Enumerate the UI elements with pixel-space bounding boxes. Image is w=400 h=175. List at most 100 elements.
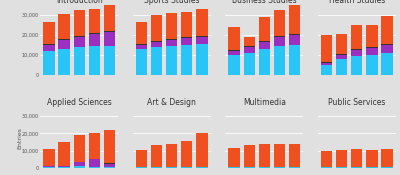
Bar xyxy=(166,40,177,46)
Bar xyxy=(228,148,240,167)
Bar xyxy=(289,144,300,167)
Bar xyxy=(104,167,115,168)
Bar xyxy=(181,38,192,45)
Bar xyxy=(244,167,255,168)
Bar xyxy=(244,46,255,47)
Bar xyxy=(89,133,100,159)
Bar xyxy=(136,22,147,44)
Bar xyxy=(289,167,300,168)
Bar xyxy=(58,167,70,168)
Bar xyxy=(321,63,332,65)
Title: Public Services: Public Services xyxy=(328,98,386,107)
Bar xyxy=(336,59,347,75)
Title: Business Studies: Business Studies xyxy=(232,0,296,5)
Title: Sports Studies: Sports Studies xyxy=(144,0,200,5)
Bar xyxy=(74,47,85,75)
Title: Applied Sciences: Applied Sciences xyxy=(47,98,112,107)
Bar xyxy=(381,53,393,75)
Bar xyxy=(151,167,162,168)
Bar xyxy=(196,36,208,37)
Bar xyxy=(321,36,332,62)
Bar xyxy=(136,44,147,45)
Bar xyxy=(58,14,70,39)
Bar xyxy=(381,149,393,167)
Bar xyxy=(89,159,100,167)
Bar xyxy=(336,34,347,54)
Bar xyxy=(274,36,285,37)
Bar xyxy=(43,149,55,166)
Bar xyxy=(151,15,162,41)
Bar xyxy=(181,45,192,75)
Bar xyxy=(351,56,362,75)
Bar xyxy=(366,150,378,167)
Bar xyxy=(89,33,100,34)
Bar xyxy=(74,36,85,37)
Title: Art & Design: Art & Design xyxy=(147,98,196,107)
Bar xyxy=(104,46,115,75)
Bar xyxy=(43,22,55,44)
Bar xyxy=(43,167,55,168)
Bar xyxy=(58,49,70,75)
Bar xyxy=(136,150,147,167)
Bar xyxy=(196,9,208,36)
Bar xyxy=(321,65,332,75)
Bar xyxy=(136,49,147,75)
Bar xyxy=(43,166,55,167)
Bar xyxy=(104,31,115,32)
Bar xyxy=(58,40,70,49)
Bar xyxy=(351,50,362,56)
Bar xyxy=(244,145,255,167)
Bar xyxy=(274,37,285,46)
Bar xyxy=(181,37,192,38)
Bar xyxy=(104,5,115,31)
Bar xyxy=(321,62,332,63)
Bar xyxy=(366,47,378,48)
Bar xyxy=(196,37,208,44)
Bar xyxy=(104,163,115,164)
Y-axis label: Entries: Entries xyxy=(18,127,22,149)
Bar xyxy=(104,32,115,46)
Bar xyxy=(228,55,240,75)
Bar xyxy=(89,34,100,46)
Bar xyxy=(89,46,100,75)
Bar xyxy=(104,130,115,163)
Bar xyxy=(74,10,85,36)
Bar xyxy=(43,44,55,45)
Bar xyxy=(274,46,285,75)
Bar xyxy=(289,35,300,45)
Bar xyxy=(289,34,300,35)
Bar xyxy=(244,37,255,46)
Bar xyxy=(228,167,240,168)
Bar xyxy=(196,44,208,75)
Title: Multimedia: Multimedia xyxy=(243,98,286,107)
Bar xyxy=(336,167,347,168)
Bar xyxy=(336,55,347,59)
Bar xyxy=(351,49,362,50)
Bar xyxy=(289,4,300,34)
Bar xyxy=(104,164,115,167)
Bar xyxy=(74,162,85,166)
Bar xyxy=(74,37,85,47)
Bar xyxy=(151,41,162,42)
Bar xyxy=(274,10,285,36)
Bar xyxy=(259,49,270,75)
Bar xyxy=(336,54,347,55)
Bar xyxy=(259,41,270,42)
Bar xyxy=(43,51,55,75)
Bar xyxy=(321,150,332,167)
Bar xyxy=(181,167,192,168)
Bar xyxy=(228,50,240,51)
Bar xyxy=(381,167,393,168)
Bar xyxy=(151,42,162,47)
Bar xyxy=(351,25,362,49)
Bar xyxy=(89,167,100,168)
Bar xyxy=(381,16,393,44)
Bar xyxy=(366,55,378,75)
Bar xyxy=(366,25,378,47)
Bar xyxy=(381,45,393,53)
Title: Health Studies: Health Studies xyxy=(329,0,385,5)
Bar xyxy=(381,44,393,45)
Bar xyxy=(74,166,85,168)
Bar xyxy=(196,167,208,168)
Bar xyxy=(58,39,70,40)
